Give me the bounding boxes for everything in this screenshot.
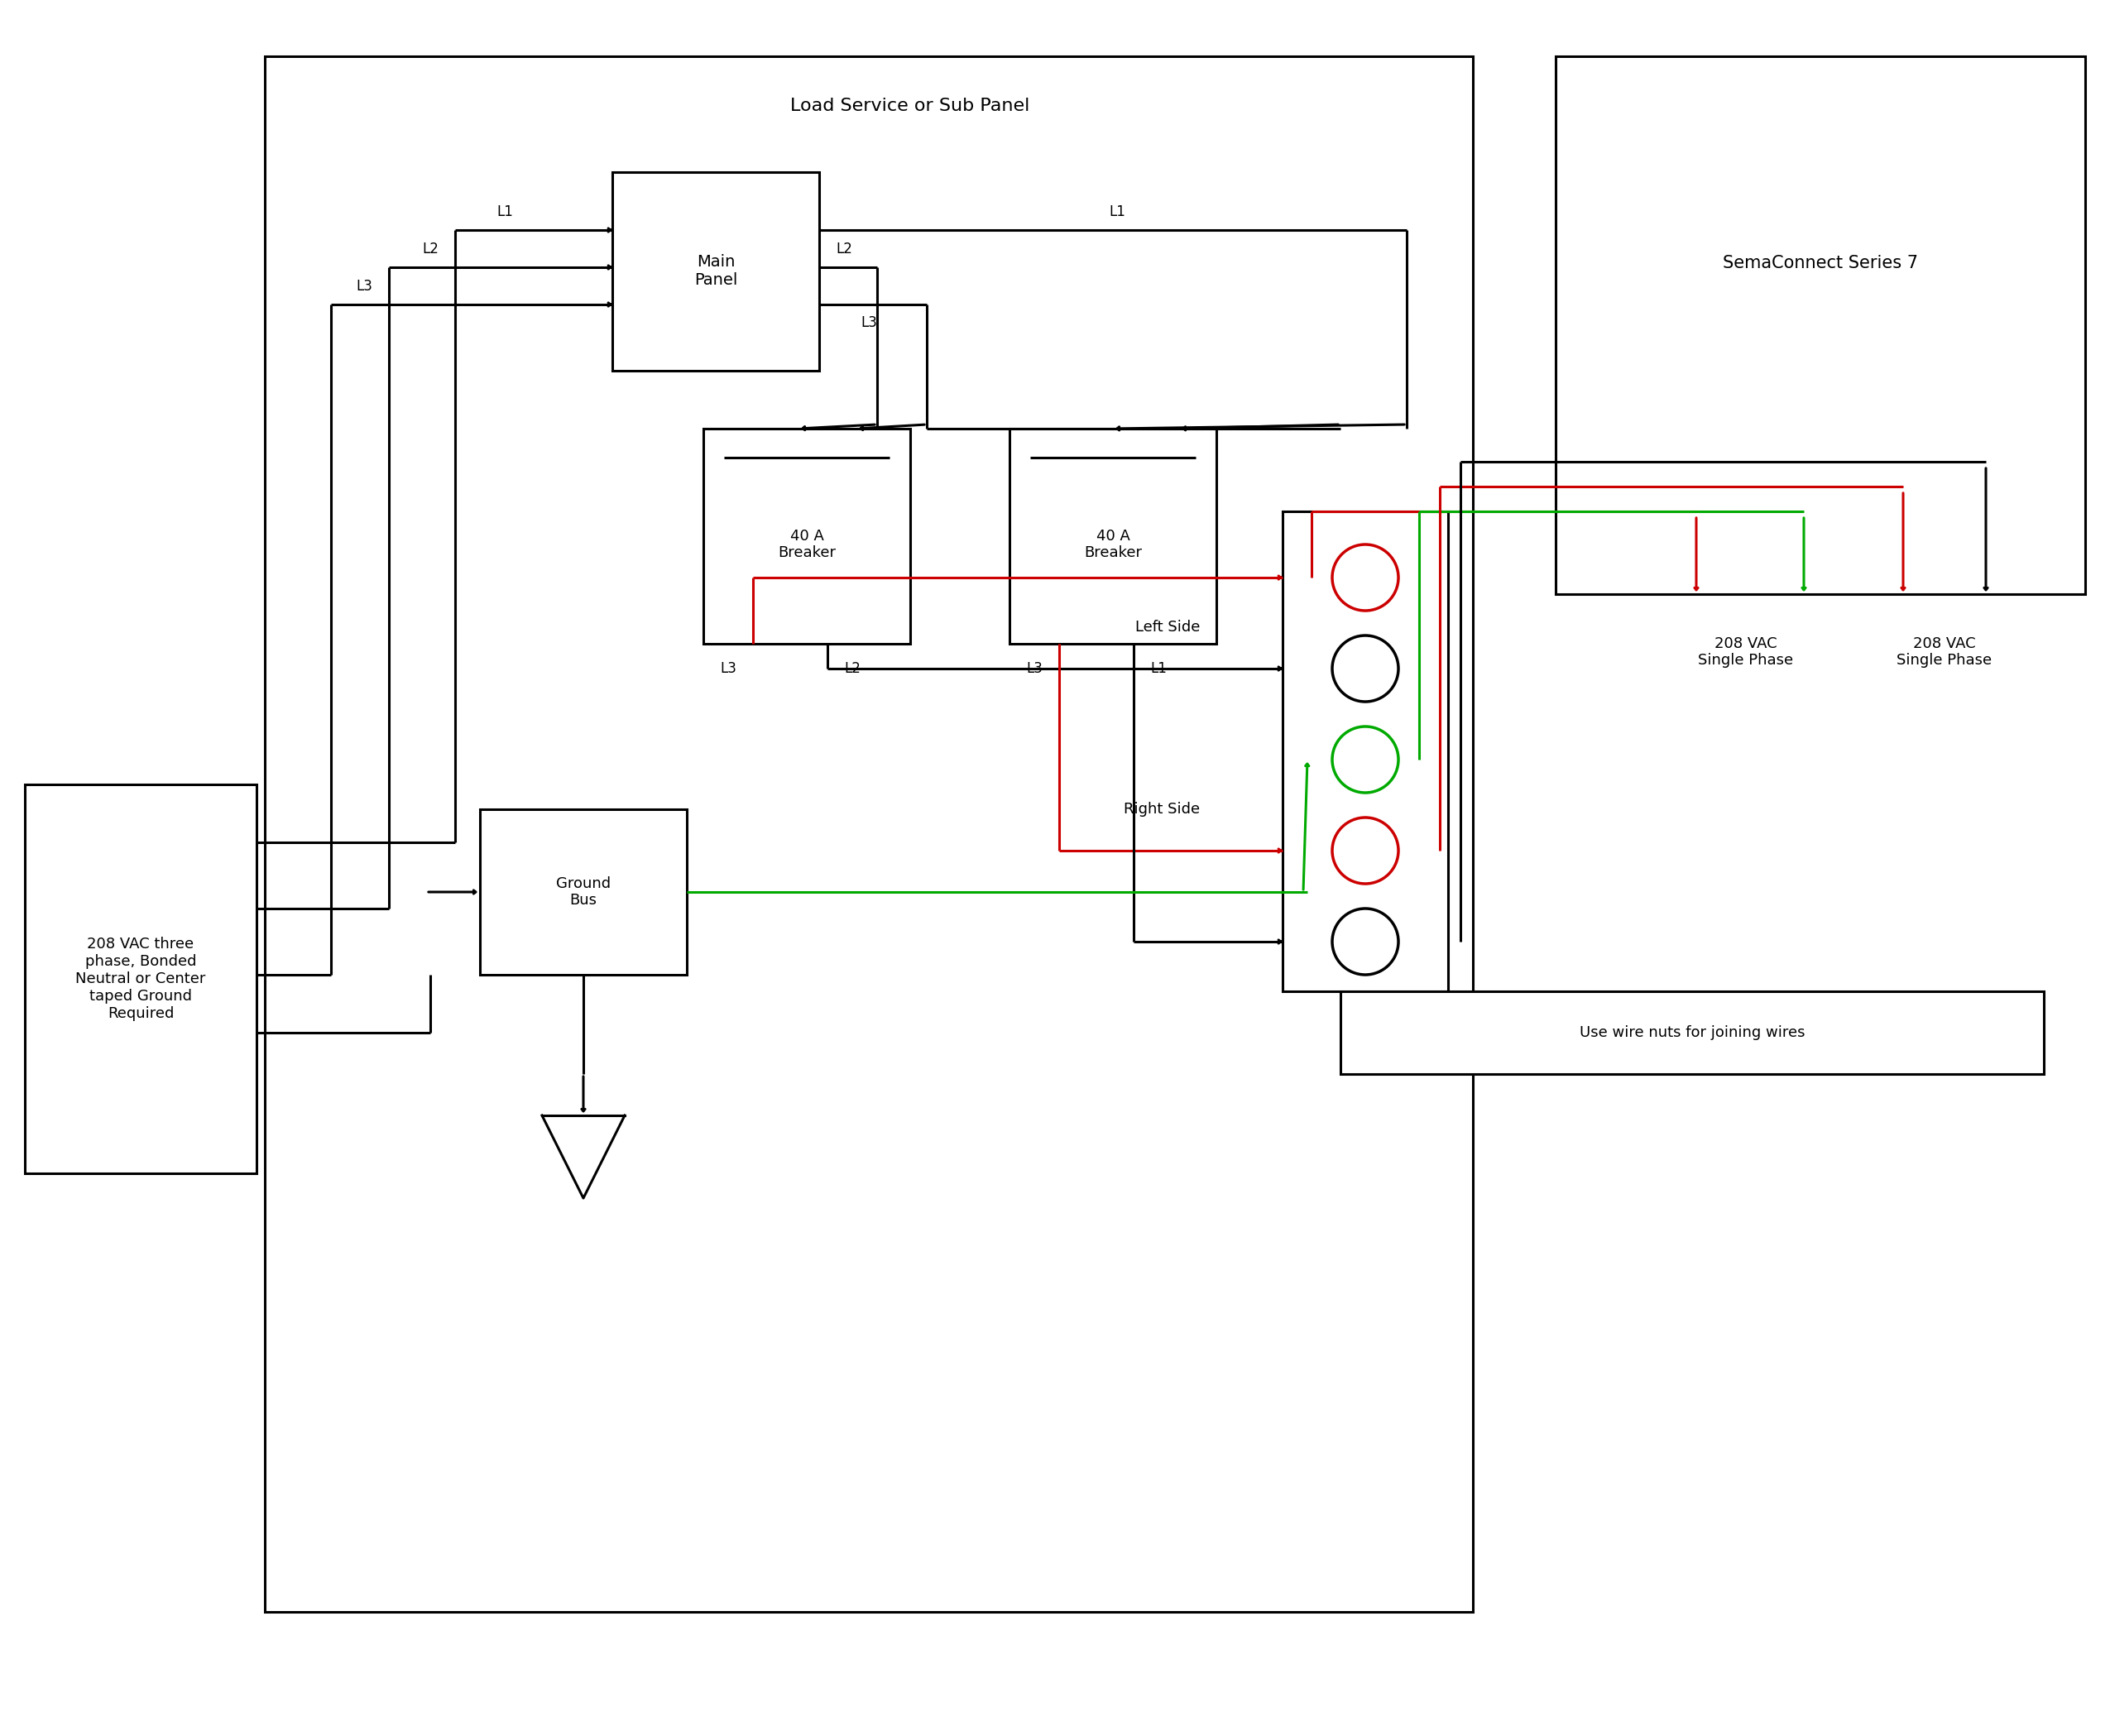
Text: 208 VAC three
phase, Bonded
Neutral or Center
taped Ground
Required: 208 VAC three phase, Bonded Neutral or C…	[76, 937, 207, 1021]
Text: SemaConnect Series 7: SemaConnect Series 7	[1722, 255, 1918, 271]
Bar	[1283, 512, 1447, 991]
Text: L1: L1	[1150, 661, 1167, 675]
Bar	[703, 429, 909, 644]
Text: Main
Panel: Main Panel	[694, 255, 736, 288]
Text: Load Service or Sub Panel: Load Service or Sub Panel	[791, 97, 1030, 115]
Text: L3: L3	[1025, 661, 1042, 675]
Bar	[1555, 56, 2085, 594]
Text: L2: L2	[422, 241, 439, 257]
Text: L1: L1	[496, 205, 513, 219]
Text: Left Side: Left Side	[1135, 620, 1201, 635]
Text: L1: L1	[1110, 205, 1125, 219]
Bar	[1340, 991, 2045, 1075]
Text: L2: L2	[844, 661, 861, 675]
Text: Right Side: Right Side	[1123, 802, 1201, 816]
Bar	[612, 172, 819, 372]
Text: 208 VAC
Single Phase: 208 VAC Single Phase	[1699, 635, 1793, 668]
Text: Ground
Bus: Ground Bus	[557, 877, 610, 908]
Bar	[25, 785, 257, 1174]
Text: Use wire nuts for joining wires: Use wire nuts for joining wires	[1580, 1026, 1804, 1040]
Text: L3: L3	[861, 316, 878, 330]
Text: 208 VAC
Single Phase: 208 VAC Single Phase	[1897, 635, 1992, 668]
Bar	[264, 56, 1473, 1613]
Text: L3: L3	[720, 661, 736, 675]
Text: L3: L3	[357, 279, 371, 293]
Text: 40 A
Breaker: 40 A Breaker	[1085, 528, 1142, 561]
Bar	[479, 809, 686, 974]
Text: 40 A
Breaker: 40 A Breaker	[779, 528, 836, 561]
Bar	[1009, 429, 1215, 644]
Text: L2: L2	[836, 241, 852, 257]
